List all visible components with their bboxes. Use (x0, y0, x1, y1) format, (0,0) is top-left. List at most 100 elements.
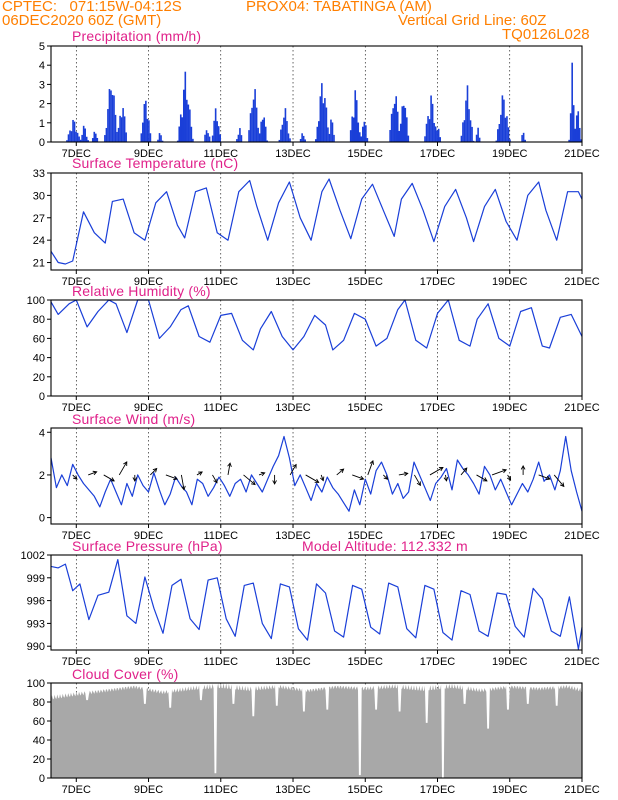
precip-bar (113, 95, 115, 142)
precip-bar (145, 100, 147, 142)
precip-bar (240, 135, 243, 142)
precip-bar (143, 104, 146, 142)
precip-bar (365, 125, 367, 142)
temp-xtick-label: 9DEC (134, 276, 163, 288)
precip-bar (264, 126, 267, 142)
wind-arrow (491, 469, 507, 476)
precip-bar (304, 139, 306, 142)
precip-bar (76, 132, 79, 142)
precip-bar (322, 103, 325, 142)
precip-bar (258, 133, 261, 142)
wind-arrow (414, 474, 421, 486)
precip-bar (257, 127, 259, 142)
precip-bar (333, 134, 335, 142)
precip-bar (84, 128, 86, 142)
precip-bar (181, 117, 184, 142)
precip-bar (352, 117, 355, 142)
precip-bar (398, 130, 401, 142)
precip-bar (254, 89, 256, 142)
precip-bar (321, 83, 323, 142)
wind-series-line (50, 435, 583, 512)
cloud-ytick-label: 100 (27, 678, 45, 690)
precip-bar (358, 132, 361, 142)
precip-bar (213, 120, 215, 142)
precip-bar (142, 122, 144, 142)
altitude-label: Model Altitude: 112.332 m (302, 538, 468, 554)
pressure-xtick-label: 7DEC (62, 656, 91, 668)
header-grid-line: Vertical Grid Line: 60Z (398, 12, 547, 29)
precip-bar (431, 103, 434, 142)
header-run-date: 06DEC2020 60Z (GMT) (2, 12, 162, 29)
precip-bar (266, 140, 269, 142)
precip-bar (69, 130, 71, 142)
humidity-xtick-label: 19DEC (492, 402, 528, 414)
wind-xtick-label: 11DEC (203, 530, 238, 542)
humidity-xtick-label: 15DEC (348, 402, 384, 414)
precip-bar (217, 126, 220, 142)
precip-bar (351, 116, 353, 142)
precip-bar (498, 124, 501, 142)
pressure-series-line (50, 559, 583, 650)
precip-bar (189, 109, 191, 142)
wind-arrow (336, 468, 344, 476)
precip-bar (407, 135, 410, 142)
cloud-xtick-label: 19DEC (492, 784, 528, 796)
pressure-xtick-label: 19DEC (492, 656, 528, 668)
precip-bar (324, 98, 326, 142)
wind-arrow (227, 463, 231, 476)
precip-bar (190, 126, 193, 142)
temp-ytick-label: 33 (33, 168, 45, 180)
precip-bar (401, 106, 404, 142)
humidity-frame (50, 299, 583, 397)
precip-bar (208, 136, 211, 142)
precip-bar (214, 108, 217, 142)
wind-arrowhead (72, 475, 78, 480)
precip-bar (406, 117, 408, 142)
cloud-xtick-label: 17DEC (420, 784, 456, 796)
temp-ytick-label: 27 (33, 213, 45, 225)
precip-bar (424, 136, 426, 142)
precip-bar (281, 124, 284, 142)
precip-ytick-label: 2 (39, 99, 45, 111)
precip-bar (239, 128, 241, 142)
precip-bar (319, 96, 322, 142)
wind-arrow (398, 472, 408, 476)
precip-bar (497, 129, 499, 142)
header-station: CPTEC: 071:15W-04:12S (2, 0, 182, 15)
precip-bar (316, 126, 319, 142)
precip-bar (575, 115, 578, 142)
wind-arrowhead (403, 471, 409, 477)
precip-bar (299, 138, 302, 142)
precip-bar (363, 121, 366, 142)
precip-bar (82, 125, 85, 142)
wind-arrowhead (339, 468, 345, 474)
pressure-xtick-label: 11DEC (203, 656, 238, 668)
precip-bar (255, 107, 258, 142)
pressure-xtick-label: 21DEC (564, 656, 600, 668)
precip-title: Precipitation (mm/h) (72, 28, 202, 44)
precip-bar (427, 116, 429, 142)
precip-bar (330, 119, 332, 142)
cloud-frame (50, 682, 583, 779)
wind-arrowhead (383, 475, 389, 480)
precip-bar (120, 117, 123, 142)
wind-arrowhead (369, 459, 374, 465)
wind-ytick-label: 0 (39, 513, 45, 525)
precip-ytick-label: 1 (39, 118, 45, 130)
wind-xtick-label: 21DEC (564, 530, 600, 542)
precip-bar (67, 134, 70, 142)
wind-arrow (429, 467, 444, 476)
precip-bar (117, 127, 120, 142)
pressure-ytick-label: 1002 (21, 550, 45, 562)
humidity-ytick-label: 80 (33, 314, 45, 326)
precip-bar (107, 109, 109, 142)
wind-arrow (367, 460, 374, 476)
wind-arrow (460, 467, 468, 476)
humidity-xtick-label: 17DEC (420, 402, 456, 414)
wind-arrowhead (173, 475, 179, 481)
precip-bar (70, 131, 73, 142)
precip-bar (357, 122, 360, 142)
wind-arrow (507, 474, 511, 481)
precip-bar (73, 121, 76, 142)
precip-bar (509, 139, 511, 142)
